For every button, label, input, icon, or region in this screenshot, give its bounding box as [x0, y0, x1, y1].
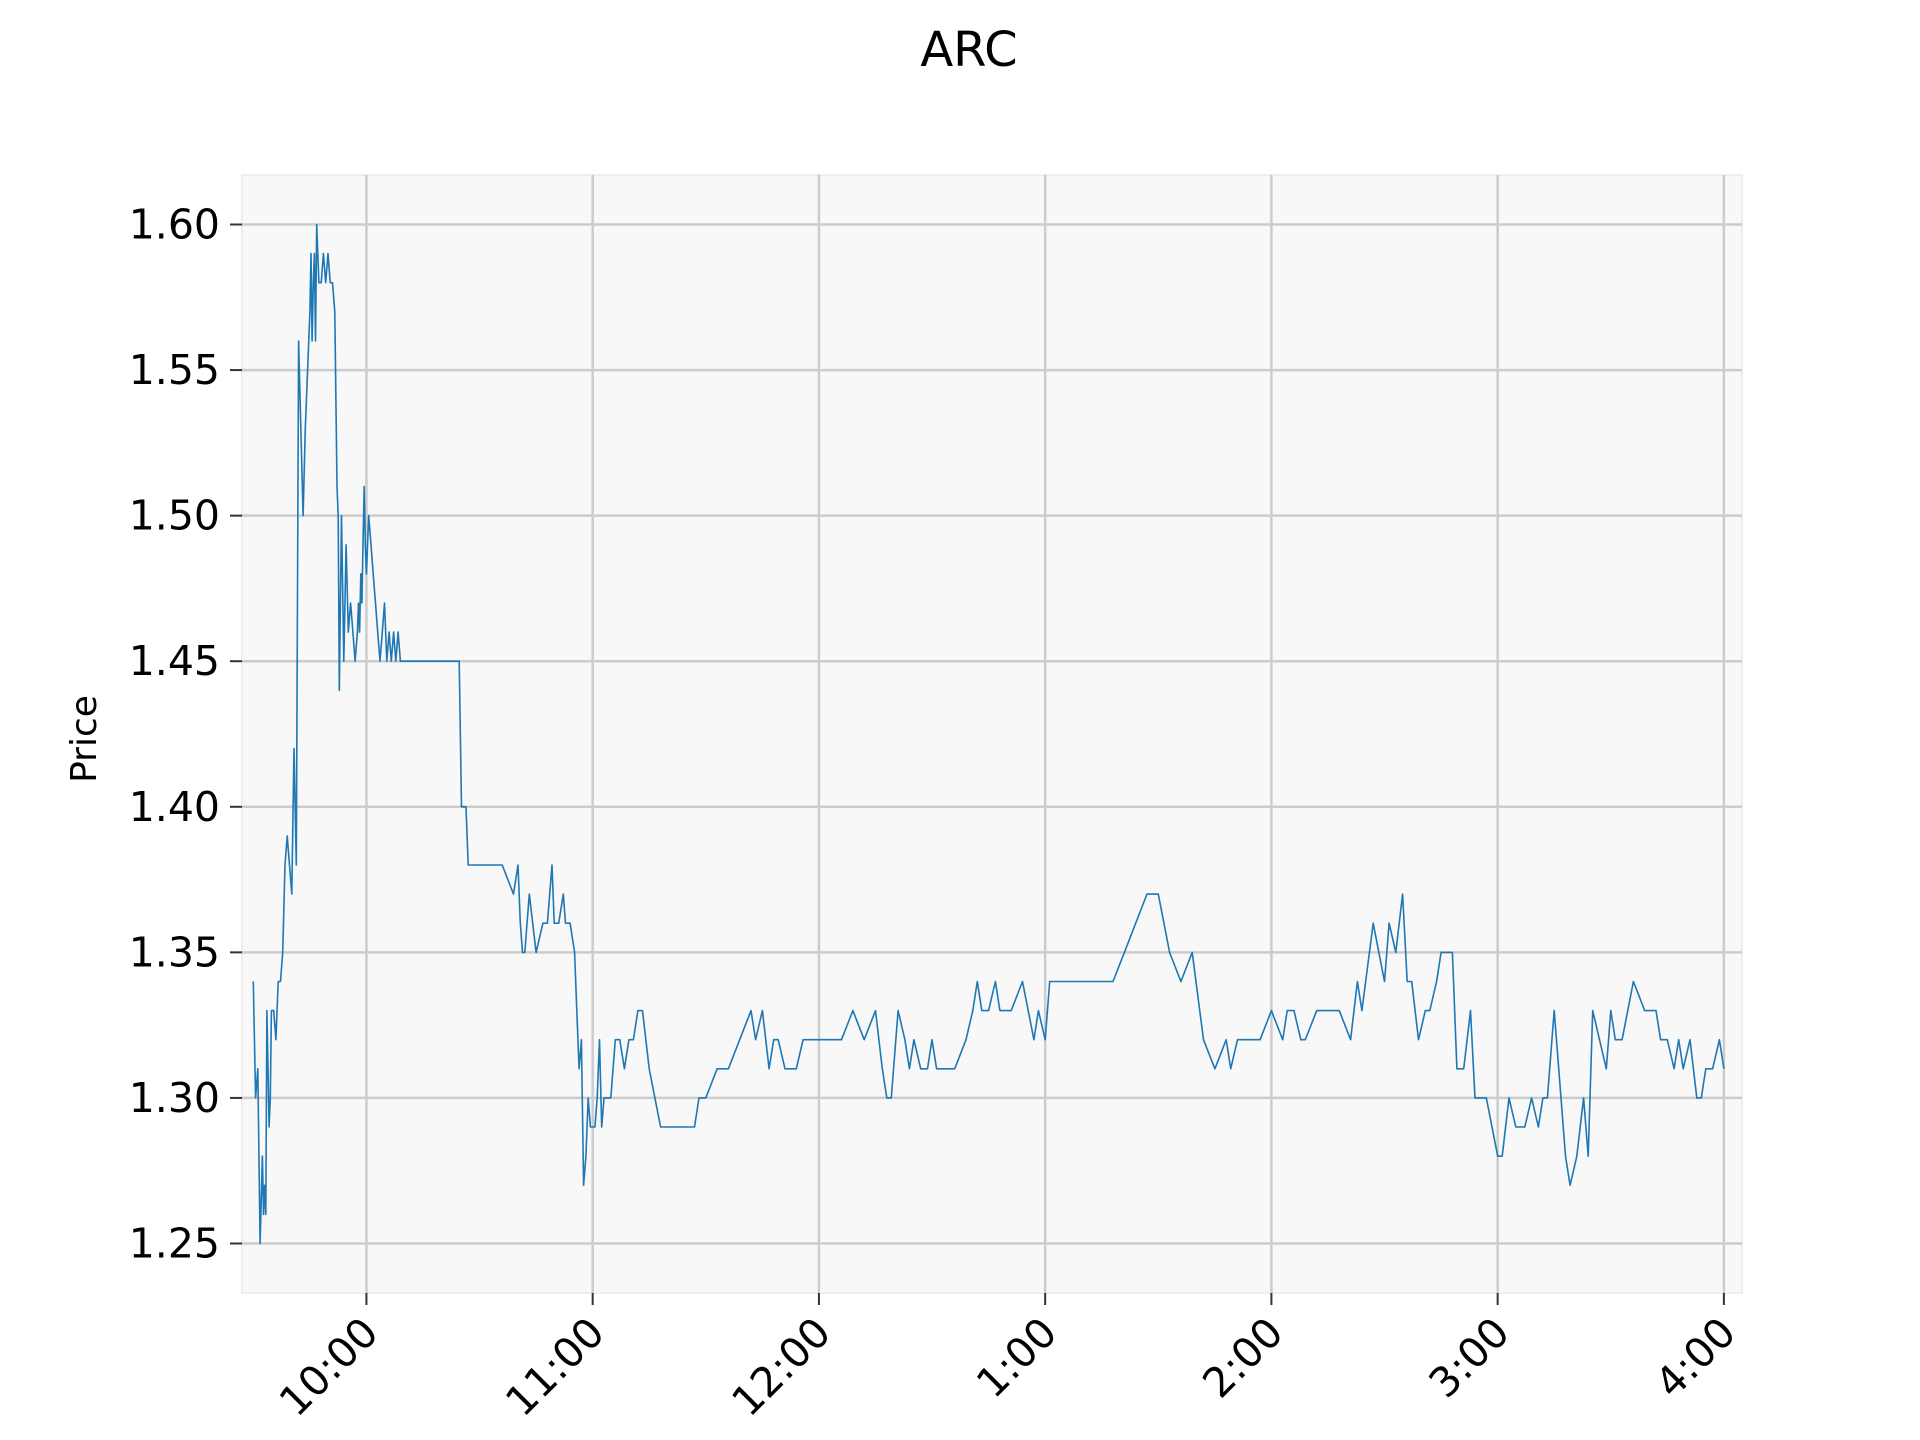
y-tick-label: 1.55: [129, 346, 220, 394]
y-axis: 1.25 1.30 1.35 1.40 1.45 1.50 1.55 1.60: [129, 200, 242, 1268]
grid-lines: [242, 175, 1742, 1293]
y-axis-label: Price: [64, 695, 105, 783]
x-tick-label: 4:00: [1646, 1308, 1745, 1407]
y-tick-label: 1.25: [129, 1220, 220, 1268]
y-tick-label: 1.45: [129, 637, 220, 685]
y-tick-label: 1.50: [129, 492, 220, 540]
plot-area: [241, 174, 1743, 1294]
x-axis: 10:00 11:00 12:00 1:00 2:00 3:00 4:00: [270, 1293, 1745, 1426]
y-tick-label: 1.40: [129, 783, 220, 831]
x-tick-label: 2:00: [1193, 1308, 1292, 1407]
price-series-line: [252, 223, 1725, 1245]
x-tick-label: 12:00: [723, 1308, 840, 1425]
y-tick-label: 1.35: [129, 928, 220, 976]
x-tick-label: 3:00: [1420, 1308, 1519, 1407]
chart-title: ARC: [920, 22, 1017, 78]
x-tick-label: 1:00: [967, 1308, 1066, 1407]
x-tick-label: 10:00: [270, 1308, 387, 1425]
series-layer: [252, 223, 1725, 1245]
y-tick-label: 1.60: [129, 200, 220, 248]
y-tick-label: 1.30: [129, 1074, 220, 1122]
x-tick-label: 11:00: [496, 1308, 613, 1425]
